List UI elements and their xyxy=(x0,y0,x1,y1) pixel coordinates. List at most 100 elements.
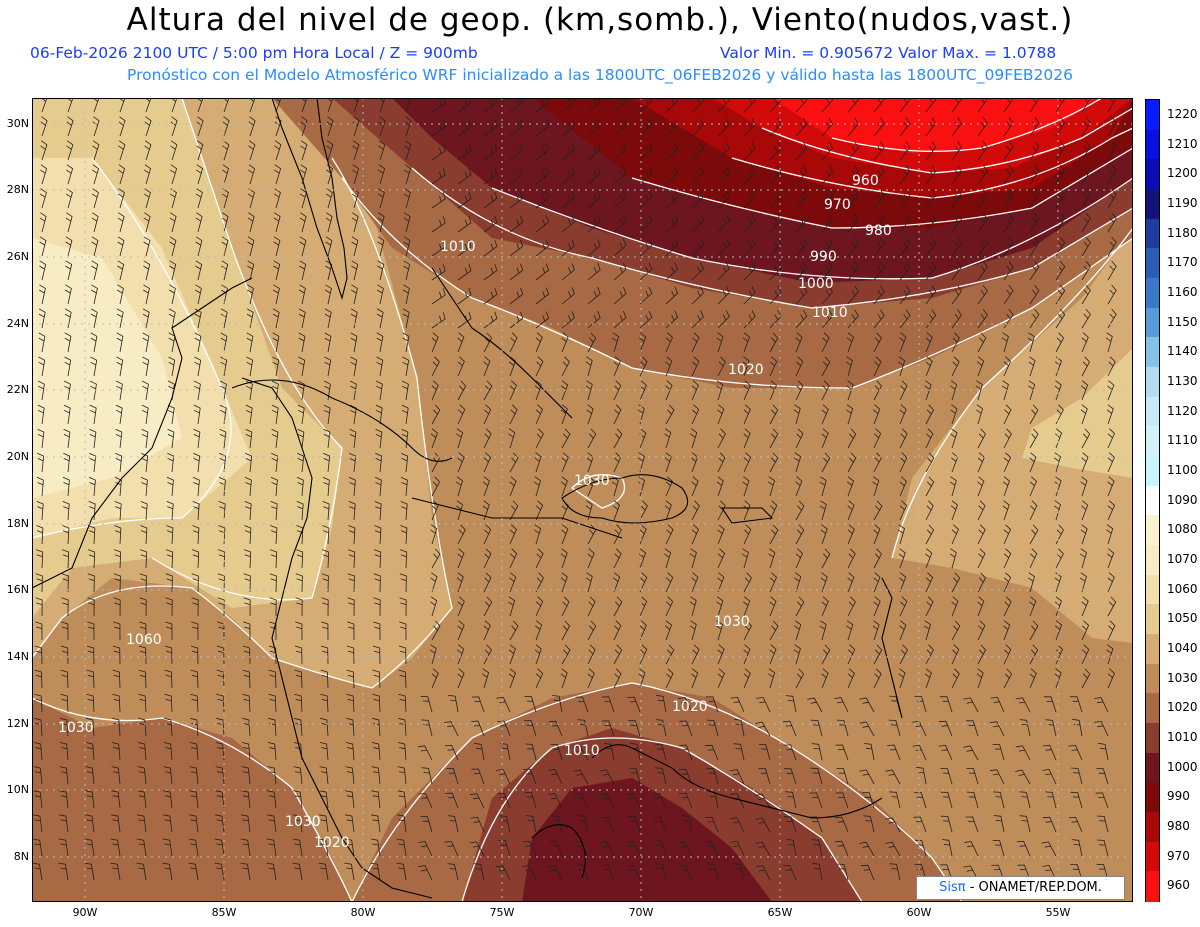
wind-barb xyxy=(689,596,697,617)
wind-barb xyxy=(1081,500,1089,521)
wind-barb xyxy=(561,428,571,449)
wind-barb xyxy=(298,380,305,401)
wind-barb xyxy=(795,476,803,497)
wind-barb xyxy=(1107,188,1117,209)
wind-barb xyxy=(847,428,857,449)
wind-barb xyxy=(795,261,808,281)
wind-barb xyxy=(457,596,465,617)
wind-barb xyxy=(847,572,855,593)
wind-barb xyxy=(509,215,524,233)
wind-barb xyxy=(167,428,175,449)
wind-barb xyxy=(885,769,901,785)
wind-barb xyxy=(885,841,901,857)
wind-barb xyxy=(847,237,859,257)
wind-barb xyxy=(925,500,934,521)
wind-barb xyxy=(298,356,306,377)
wind-barb xyxy=(925,596,934,617)
wind-barb xyxy=(294,669,303,689)
wind-barb xyxy=(821,98,834,113)
wind-barb xyxy=(457,644,465,665)
wind-barb xyxy=(483,620,491,641)
wind-barb xyxy=(990,696,1005,713)
wind-barb xyxy=(347,549,356,569)
wind-barb xyxy=(551,815,563,833)
wind-barb xyxy=(91,212,99,233)
wind-barb xyxy=(137,766,147,785)
wind-barb xyxy=(552,695,563,713)
wind-barb xyxy=(1079,572,1087,593)
color-scale-swatch xyxy=(1146,159,1159,190)
wind-barb xyxy=(679,744,693,761)
wind-barb xyxy=(137,742,147,761)
wind-barb xyxy=(535,215,550,233)
wind-barb xyxy=(1055,332,1065,353)
wind-barb xyxy=(769,572,777,593)
wind-barb xyxy=(756,697,771,713)
wind-barb xyxy=(139,597,147,617)
wind-barb xyxy=(561,311,575,329)
wind-barb xyxy=(755,817,771,833)
wind-barb xyxy=(483,191,498,209)
wind-barb xyxy=(190,693,199,713)
wind-barb xyxy=(665,596,674,617)
wind-barb xyxy=(811,743,823,761)
wind-barb xyxy=(691,190,704,209)
wind-barb xyxy=(326,116,334,137)
wind-barb xyxy=(375,404,383,425)
wind-barb xyxy=(321,621,329,641)
wind-barb xyxy=(977,189,988,209)
wind-barb xyxy=(371,742,381,761)
wind-barb xyxy=(400,476,408,497)
wind-barb xyxy=(819,476,827,497)
wind-barb xyxy=(113,621,121,641)
wind-barb xyxy=(402,332,410,353)
wind-barb xyxy=(535,596,544,617)
lon-label: 85W xyxy=(211,906,237,919)
wind-barb xyxy=(665,476,673,497)
wind-barb xyxy=(847,141,859,161)
wind-barb xyxy=(1097,815,1109,833)
wind-barb xyxy=(348,476,356,497)
wind-barb xyxy=(951,141,962,161)
wind-barb xyxy=(377,188,385,209)
wind-barb xyxy=(66,140,74,161)
wind-barb xyxy=(925,285,937,305)
wind-barb xyxy=(898,668,906,689)
wind-barb xyxy=(561,332,569,353)
wind-barb xyxy=(1003,644,1012,665)
wind-barb xyxy=(639,214,653,233)
wind-barb xyxy=(509,311,524,329)
wind-barb xyxy=(86,693,95,713)
wind-barb xyxy=(351,260,359,281)
wind-barb xyxy=(665,98,679,113)
wind-barb xyxy=(1045,791,1057,809)
wind-barb xyxy=(457,380,467,401)
wind-barb xyxy=(138,645,147,665)
wind-barb xyxy=(471,720,485,737)
wind-barb xyxy=(769,452,779,473)
wind-barb xyxy=(547,865,563,881)
wind-barb xyxy=(899,428,908,449)
wind-barb xyxy=(1070,791,1083,809)
wind-barb xyxy=(117,260,125,281)
wind-barb xyxy=(376,308,384,329)
wind-barb xyxy=(560,476,568,497)
wind-barb xyxy=(350,380,357,401)
contour-label: 1030 xyxy=(285,814,321,830)
wind-barb xyxy=(483,524,492,545)
wind-barb xyxy=(1003,189,1014,209)
wind-barb xyxy=(59,790,69,809)
wind-barb xyxy=(136,838,147,857)
wind-barb xyxy=(768,548,776,569)
wind-barb xyxy=(193,452,201,473)
wind-barb xyxy=(743,286,756,305)
wind-barb xyxy=(873,332,882,353)
wind-barb xyxy=(577,719,589,737)
color-scale-label: 1190 xyxy=(1167,195,1198,210)
wind-barb xyxy=(194,380,201,401)
wind-barb xyxy=(63,404,71,425)
wind-barb xyxy=(1071,839,1083,857)
wind-barb xyxy=(655,767,667,785)
wind-barb xyxy=(63,452,71,473)
wind-barb xyxy=(837,863,849,881)
